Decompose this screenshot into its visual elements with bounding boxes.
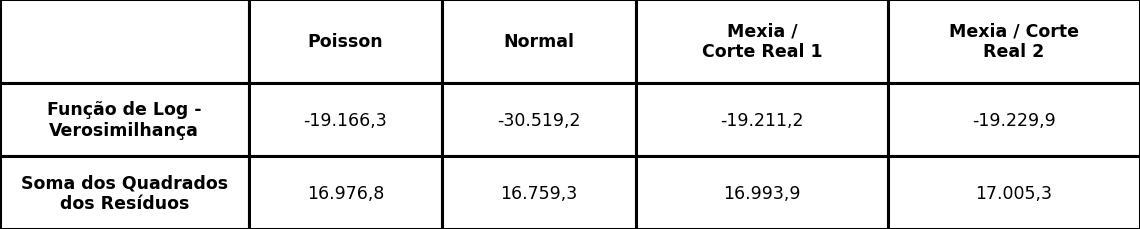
Text: Normal: Normal bbox=[504, 33, 575, 51]
Text: 16.993,9: 16.993,9 bbox=[724, 184, 800, 202]
Bar bbox=[888, 84, 1140, 156]
Text: Poisson: Poisson bbox=[308, 33, 383, 51]
Bar bbox=[0, 84, 249, 156]
Bar bbox=[249, 156, 442, 229]
Bar bbox=[636, 84, 888, 156]
Bar bbox=[442, 156, 636, 229]
Text: Mexia /
Corte Real 1: Mexia / Corte Real 1 bbox=[702, 22, 822, 61]
Text: -30.519,2: -30.519,2 bbox=[497, 111, 581, 129]
Bar bbox=[442, 0, 636, 84]
Bar bbox=[249, 0, 442, 84]
Text: Mexia / Corte
Real 2: Mexia / Corte Real 2 bbox=[948, 22, 1080, 61]
Bar bbox=[0, 156, 249, 229]
Bar bbox=[888, 0, 1140, 84]
Text: 16.976,8: 16.976,8 bbox=[307, 184, 384, 202]
Text: -19.229,9: -19.229,9 bbox=[972, 111, 1056, 129]
Bar bbox=[442, 84, 636, 156]
Text: -19.211,2: -19.211,2 bbox=[720, 111, 804, 129]
Text: 16.759,3: 16.759,3 bbox=[500, 184, 578, 202]
Bar bbox=[0, 0, 249, 84]
Text: Soma dos Quadrados
dos Resíduos: Soma dos Quadrados dos Resíduos bbox=[21, 173, 228, 212]
Bar bbox=[636, 0, 888, 84]
Bar bbox=[636, 156, 888, 229]
Text: Função de Log -
Verosimilhança: Função de Log - Verosimilhança bbox=[47, 101, 202, 139]
Text: 17.005,3: 17.005,3 bbox=[976, 184, 1052, 202]
Text: -19.166,3: -19.166,3 bbox=[303, 111, 388, 129]
Bar bbox=[249, 84, 442, 156]
Bar bbox=[888, 156, 1140, 229]
